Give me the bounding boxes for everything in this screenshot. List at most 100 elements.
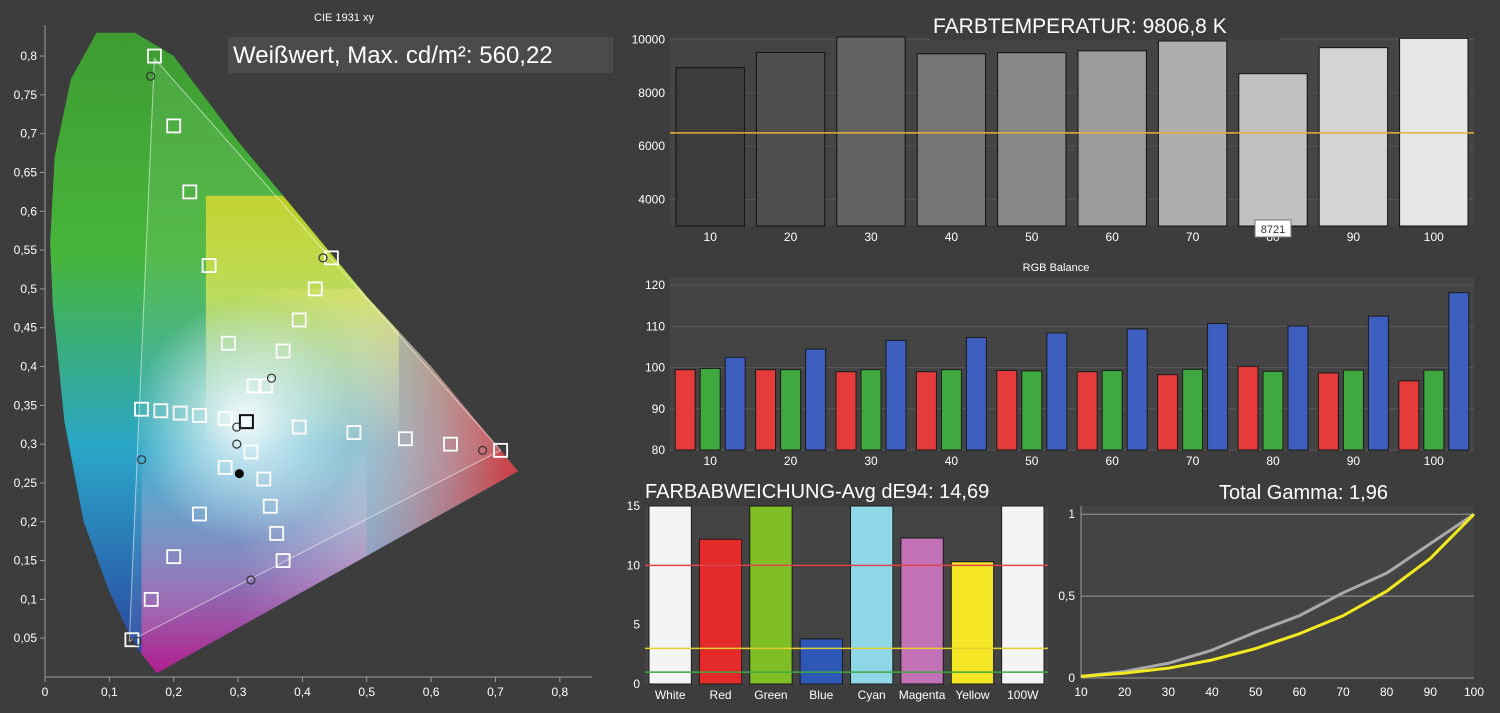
cie-gamut-triangle: [128, 57, 502, 643]
rgb-bar: [1207, 323, 1229, 451]
cie-target-square: [124, 632, 140, 648]
rgb-bar: [1342, 369, 1364, 451]
cie-target-square: [307, 281, 323, 297]
gamma-x-tick-label: 50: [1249, 685, 1263, 699]
gamma-x-tick-label: 30: [1162, 685, 1176, 699]
gamma-series-line: [1080, 512, 1475, 678]
cie-x-tick-label: 0,5: [358, 685, 375, 699]
gamma-x-tick-label: 80: [1380, 685, 1394, 699]
cie-x-tick-label: 0,6: [423, 685, 440, 699]
farbabweichung-y-tick-label: 0: [633, 677, 640, 691]
rgb-bar: [1317, 372, 1339, 451]
rgb-x-tick-label: 60: [1106, 454, 1120, 468]
cie-target-square: [243, 444, 259, 460]
rgb-y-tick-label: 90: [652, 402, 666, 416]
cie-y-tick-label: 0,45: [14, 321, 38, 335]
cie-target-square: [397, 431, 413, 447]
gamma-chart: 0 0,5 1 10 20 30 40 50 60 70 80 90 100: [1058, 506, 1484, 699]
rgb-bar: [965, 337, 987, 451]
farbtemperatur-y-tick-label: 10000: [632, 33, 666, 47]
gamma-x-tick-label: 40: [1205, 685, 1219, 699]
rgb-x-tick-label: 30: [864, 454, 878, 468]
cie-target-square: [153, 403, 169, 419]
gamma-y-tick-label: 1: [1068, 507, 1075, 521]
cie-target-square: [246, 378, 262, 394]
rgb-bar: [1021, 370, 1043, 451]
cie-target-square: [262, 498, 278, 514]
farbtemperatur-x-tick-label: 10: [704, 230, 718, 244]
cie-annotation: Weißwert, Max. cd/m²: 560,22: [233, 42, 553, 69]
farbtemperatur-title: FARBTEMPERATUR: 9806,8 K: [933, 15, 1227, 38]
farbtemperatur-bar: [836, 36, 906, 227]
rgb-x-tick-label: 70: [1186, 454, 1200, 468]
rgb-bar: [860, 369, 882, 451]
rgb-plot-area: [670, 277, 1474, 450]
farbtemperatur-bar: [755, 51, 826, 227]
cie-y-tick-label: 0,6: [20, 204, 37, 218]
cie-target-square: [346, 425, 362, 440]
rgb-y-tick-label: 100: [645, 361, 665, 375]
gamma-x-tick-label: 100: [1464, 685, 1484, 699]
gamma-plot-area: [1081, 506, 1474, 678]
farbabweichung-bar: [950, 561, 995, 685]
cie-target-square: [217, 411, 233, 426]
farbtemperatur-bar: [916, 53, 987, 227]
cie-target-square: [192, 408, 207, 423]
cie-target-square: [172, 405, 188, 421]
rgb-bar: [940, 369, 962, 451]
cie-target-square: [192, 506, 207, 522]
rgb-panel: 80 90 100 110 120 10 20 30 40 50 60 70 80 90 100 RGB B…: [645, 262, 1474, 468]
cie-y-tick-label: 0,15: [14, 554, 38, 568]
cie-y-tick-label: 0,8: [20, 49, 37, 63]
cie-target-square: [217, 460, 233, 475]
farbtemperatur-y-tick-label: 8000: [638, 86, 665, 100]
gamma-y-tick-label: 0: [1068, 671, 1075, 685]
farbtemperatur-y-tick-label: 6000: [638, 139, 665, 153]
cie-target-square: [258, 378, 274, 394]
farbtemperatur-bar: [997, 52, 1067, 227]
farbtemperatur-y-tick-label: 4000: [638, 192, 665, 206]
rgb-balance-chart: 80 90 100 110 120 10 20 30 40 50 60 70 80 90 100: [645, 277, 1474, 468]
farbabweichung-x-tick-label: Cyan: [858, 688, 886, 702]
farbtemperatur-x-tick-label: 30: [864, 230, 878, 244]
cie-target-white-square: [238, 414, 254, 430]
gamma-x-tick-label: 90: [1424, 685, 1438, 699]
farbabweichung-bar: [850, 505, 894, 685]
cie-measured-point: [266, 373, 277, 383]
farbtemperatur-x-tick-label: 40: [945, 230, 959, 244]
farbtemperatur-x-tick-label: 90: [1347, 230, 1361, 244]
farbtemperatur-highlight-box: [1254, 219, 1292, 238]
cie-x-tick-label: 0,7: [487, 685, 504, 699]
rgb-bar: [885, 339, 907, 451]
farbtemperatur-bar: [1318, 47, 1389, 227]
cie-measured-point: [232, 439, 242, 449]
rgb-y-tick-label: 120: [645, 278, 665, 292]
farbabweichung-bar: [648, 505, 692, 685]
rgb-bar: [1126, 328, 1148, 451]
farbtemperatur-x-tick-label: 70: [1186, 230, 1200, 244]
farbabweichung-bar: [1001, 505, 1045, 685]
rgb-bar: [724, 356, 746, 451]
cie-target-square: [134, 401, 149, 417]
cie-y-tick-label: 0,75: [14, 88, 38, 102]
cie-panel: 0 0,1 0,2 0,3 0,4 0,5 0,6 0,7 0,8 0,05 0,1 0,15 0,2 0…: [0, 0, 617, 713]
rgb-bar: [1182, 368, 1204, 451]
cie-target-square: [256, 471, 272, 487]
cie-measured-point: [318, 253, 328, 263]
rgb-bar: [1367, 315, 1389, 451]
cie-axes: 0 0,1 0,2 0,3 0,4 0,5 0,6 0,7 0,8 0,05 0,1 0,15 0,2 0…: [14, 25, 592, 699]
cie-target-square: [146, 48, 162, 64]
cie-target-square: [291, 312, 307, 328]
cie-x-tick-label: 0: [42, 685, 49, 699]
rgb-y-tick-label: 80: [652, 443, 666, 457]
farbabweichung-bar: [698, 538, 743, 685]
rgb-x-tick-label: 50: [1025, 454, 1039, 468]
farbabweichung-y-tick-label: 10: [627, 558, 641, 572]
cie-x-tick-label: 0,8: [551, 685, 568, 699]
farbtemperatur-x-tick-label: 50: [1025, 230, 1039, 244]
farbtemperatur-bar: [1238, 73, 1308, 227]
farbtemperatur-bar: [675, 67, 745, 227]
farbabweichung-title: FARBABWEICHUNG-Avg dE94: 14,69: [645, 481, 989, 503]
farbtemperatur-highlight-label: 8721: [1261, 224, 1285, 236]
